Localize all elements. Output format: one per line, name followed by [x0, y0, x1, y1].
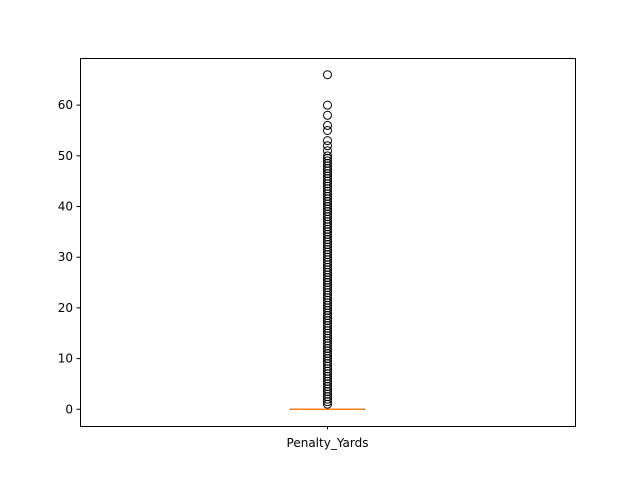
outlier-point	[324, 71, 332, 79]
y-tick-label: 30	[58, 250, 73, 264]
y-tick-label: 0	[65, 402, 73, 416]
outlier-point	[324, 111, 332, 119]
x-axis: Penalty_Yards	[287, 426, 369, 450]
y-tick-label: 10	[58, 352, 73, 366]
y-tick-label: 60	[58, 98, 73, 112]
outlier-point	[324, 121, 332, 129]
outlier-point	[324, 137, 332, 145]
x-tick-label: Penalty_Yards	[287, 436, 369, 450]
y-tick-label: 20	[58, 301, 73, 315]
y-tick-label: 40	[58, 200, 73, 214]
y-tick-label: 50	[58, 149, 73, 163]
outlier-point	[324, 101, 332, 109]
axes-frame	[81, 59, 576, 427]
y-axis: 0 10 20 30 40 50 60	[58, 98, 80, 416]
plot-layer	[291, 71, 365, 410]
